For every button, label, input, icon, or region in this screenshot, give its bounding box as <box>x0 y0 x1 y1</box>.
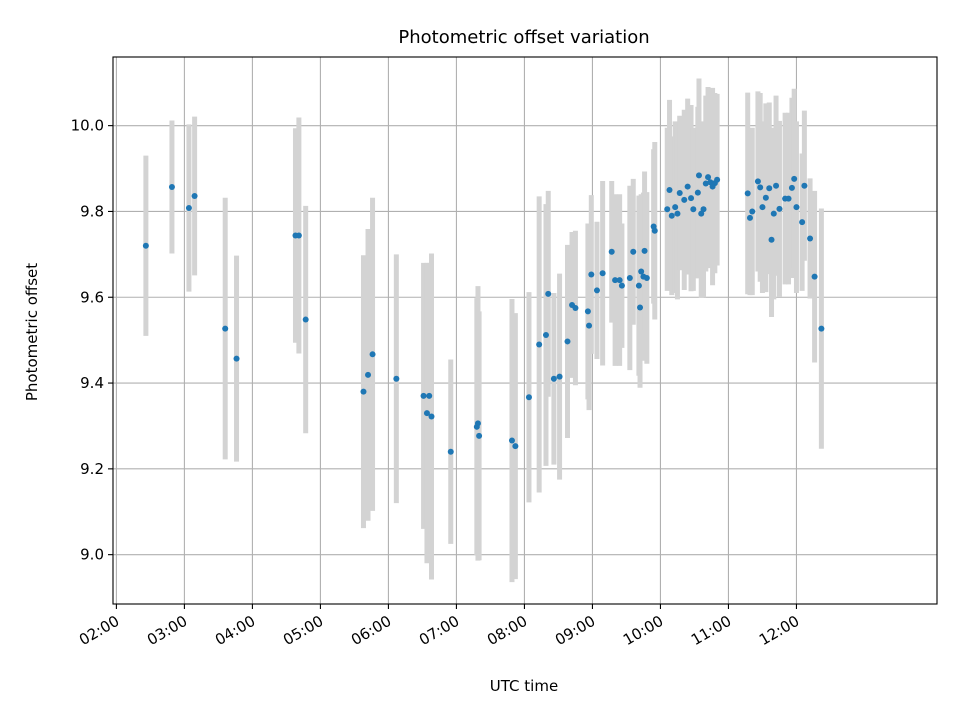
data-point <box>525 394 532 401</box>
data-point <box>185 205 192 212</box>
data-point <box>447 448 454 455</box>
y-axis-label: Photometric offset <box>23 263 41 401</box>
data-point <box>423 410 430 417</box>
y-axis-ticks: 9.0 9.2 9.4 9.6 9.8 10.0 <box>71 117 113 564</box>
data-point <box>694 189 701 196</box>
data-point <box>744 190 751 197</box>
data-point <box>700 206 707 213</box>
data-point <box>793 204 800 211</box>
data-point <box>599 270 606 277</box>
chart-title: Photometric offset variation <box>398 27 649 48</box>
data-point <box>142 242 149 249</box>
data-point <box>638 268 645 275</box>
data-point <box>191 193 198 200</box>
data-point <box>681 196 688 203</box>
data-point <box>593 287 600 294</box>
data-point <box>630 248 637 255</box>
y-tick-label: 9.0 <box>80 546 104 564</box>
grid-lines <box>113 57 937 604</box>
data-point <box>695 172 702 179</box>
data-point <box>512 443 519 450</box>
data-point <box>542 332 549 339</box>
data-point <box>818 325 825 332</box>
data-point <box>759 204 766 211</box>
data-point <box>545 290 552 297</box>
data-point <box>550 375 557 382</box>
data-point <box>393 375 400 382</box>
data-point <box>641 247 648 254</box>
data-point <box>666 186 673 193</box>
data-point <box>714 176 721 183</box>
y-tick-label: 9.4 <box>80 374 104 392</box>
data-point <box>762 194 769 201</box>
data-point <box>564 338 571 345</box>
data-point <box>811 273 818 280</box>
data-point <box>508 437 515 444</box>
data-point <box>618 282 625 289</box>
data-point <box>584 308 591 315</box>
data-point <box>586 322 593 329</box>
data-point <box>295 232 302 239</box>
data-point <box>799 219 806 226</box>
data-point <box>705 174 712 181</box>
data-point <box>676 189 683 196</box>
data-point <box>766 185 773 192</box>
data-point <box>690 206 697 213</box>
data-point <box>222 325 229 332</box>
data-point <box>643 274 650 281</box>
data-point <box>749 208 756 215</box>
data-point <box>168 183 175 190</box>
data-point <box>773 182 780 189</box>
data-point <box>369 351 376 358</box>
data-point <box>807 235 814 242</box>
data-point <box>474 420 481 427</box>
data-point <box>801 182 808 189</box>
data-point <box>754 178 761 185</box>
data-point <box>365 371 372 378</box>
data-point <box>612 277 619 284</box>
x-axis-label: UTC time <box>490 677 558 695</box>
y-tick-label: 9.6 <box>80 288 104 306</box>
data-point <box>626 274 633 281</box>
plot-frame <box>112 56 938 605</box>
data-point <box>616 277 623 284</box>
data-point <box>688 195 695 202</box>
data-point <box>536 341 543 348</box>
data-point <box>746 214 753 221</box>
data-point <box>791 175 798 182</box>
data-point <box>556 373 563 380</box>
data-point <box>428 413 435 420</box>
y-tick-label: 9.2 <box>80 460 104 478</box>
data-point <box>233 355 240 362</box>
data-point <box>635 282 642 289</box>
data-point <box>588 271 595 278</box>
data-point <box>302 316 309 323</box>
y-tick-label: 9.8 <box>80 202 104 220</box>
data-point <box>757 184 764 191</box>
data-point <box>426 392 433 399</box>
data-point <box>420 392 427 399</box>
y-tick-label: 10.0 <box>71 117 104 135</box>
data-point <box>702 180 709 187</box>
data-point <box>360 388 367 395</box>
data-point <box>768 236 775 243</box>
data-point <box>674 210 681 217</box>
data-point <box>785 195 792 202</box>
data-point <box>476 432 483 439</box>
data-point <box>788 184 795 191</box>
data-point <box>668 212 675 219</box>
data-point <box>776 205 783 212</box>
data-point <box>572 304 579 311</box>
data-point <box>672 204 679 211</box>
data-point <box>637 304 644 311</box>
data-points <box>142 172 825 455</box>
data-point <box>684 183 691 190</box>
data-point <box>608 248 615 255</box>
data-point <box>651 227 658 234</box>
data-point <box>664 206 671 213</box>
data-point <box>770 210 777 217</box>
